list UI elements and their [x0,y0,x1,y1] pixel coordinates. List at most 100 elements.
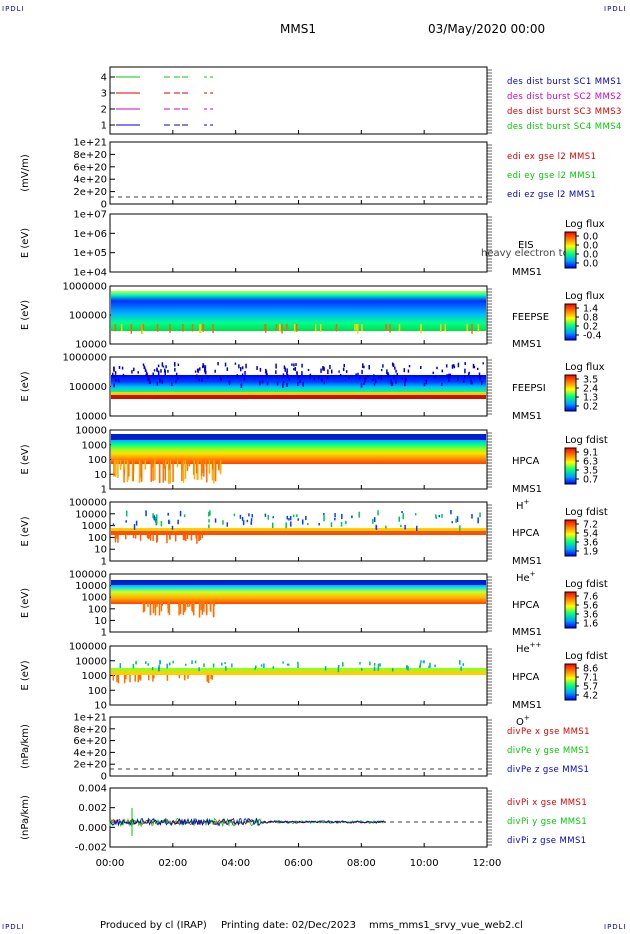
hpca-he-noise [351,515,353,519]
colorbar-tick-label: 0.0 [583,241,598,252]
feepsi-noise [481,380,483,385]
feepsi-noise [479,376,481,379]
hpca-o-streak [129,675,131,683]
hpca-he-noise [318,522,320,526]
colorbar-tick-label: 5.6 [583,601,598,612]
feepsi-noise [449,373,452,377]
feepsi-noise [391,362,394,366]
feepse-spike [141,324,144,334]
feepsi-noise [363,365,365,369]
feepse-spike [314,324,317,332]
hpca-he-streak [168,535,171,540]
feepsi-noise [143,366,146,370]
legend-entry: divPi x gse MMS1 [507,798,587,808]
feepsi-noise [297,381,299,386]
y-tick-label: 1e+06 [73,229,107,240]
hpca-h-streak [213,460,215,484]
hpca-o-noise [297,661,299,665]
y-tick-label: 1e+21 [73,713,107,724]
hpca-he-noise [459,525,461,532]
feepsi-noise [321,377,323,382]
hpca-he-streak [174,535,177,542]
hpca-hepp-streak [191,602,193,611]
y-tick-label: 1e+21 [73,138,107,149]
hpca-he-streak [183,535,186,541]
hpca-o-noise [373,662,376,666]
feepsi-noise [164,368,166,373]
spacecraft-label: MMS1 [512,484,542,495]
hpca-hepp-streak [187,602,189,608]
y-tick-label: 3 [101,89,107,100]
colorbar-tick-label: 9.1 [583,448,598,459]
feepse-spike [156,324,159,332]
y-tick-label: 1000000 [62,353,107,364]
feepsi-noise [286,382,288,387]
feepsi-noise [204,368,207,374]
hpca-o-noise [203,663,205,667]
feepsi-noise [148,379,151,384]
feepse-spike [279,324,281,332]
y-tick-label: 1 [101,628,107,639]
colorbar-tick-label: 5.7 [583,682,598,693]
feepsi-noise [291,363,293,366]
feepsi-noise [171,382,173,387]
feepsi-noise [299,379,301,383]
feepsi-noise [471,381,473,385]
hpca-he-noise [242,520,245,526]
feepsi-noise [282,381,285,384]
feepsi-noise [174,362,176,367]
colorbar-tick-label: 7.1 [583,673,598,684]
hpca-he-noise [250,521,253,525]
hpca-o-noise [172,660,174,664]
hpca-h-streak [188,460,191,467]
hpca-o-noise [419,665,421,668]
feepse-spike [420,324,422,334]
hpca-h-streak [140,460,143,482]
hpca-h-streak [186,460,189,471]
hpca-h-streak [113,460,115,477]
hpca-hepp-streak [200,602,202,611]
feepse-spike [477,324,480,332]
hpca-hepp-streak [149,602,152,616]
y-tick-label: 10000 [75,426,107,437]
y-axis-label: E (eV) [20,371,31,401]
feepsi-noise [374,378,377,384]
feepsi-noise [240,383,243,388]
feepsi-noise [391,382,394,386]
feepse-spike [471,324,473,334]
colorbar-tick-label: 3.5 [583,466,598,477]
feepsi-noise [322,366,324,371]
y-tick-label: 10 [94,470,107,481]
feepsi-noise [293,363,295,367]
feepsi-noise [451,364,454,369]
feepsi-noise [142,363,145,367]
feepsi-noise [207,375,209,379]
hpca-he-noise [289,515,292,521]
y-tick-label: 10 [94,545,107,556]
hpca-o-noise [212,663,215,668]
y-tick-label: 0.002 [78,803,107,814]
feepse-spike [275,324,278,331]
feepsi-noise [361,369,363,375]
hpca-o-streak [187,675,189,679]
hpca-o-streak [152,675,154,682]
legend-entry: des dist burst SC2 MMS2 [507,92,622,102]
feepsi-noise [226,375,229,378]
hpca-h-streak [211,460,214,470]
hpca-he-noise [160,521,163,527]
hpca-o-noise [459,660,461,665]
feepsi-noise [363,382,365,385]
colorbar-tick-label: 3.5 [583,375,598,386]
feepsi-noise [275,363,277,369]
feepsi-noise [146,372,148,375]
feepsi-noise [288,377,290,381]
feepse-spike [354,324,356,331]
hpca-he-noise [179,510,182,517]
feepsi-noise [407,369,410,373]
feepsi-noise [259,367,262,372]
hpca-hepp-streak [161,602,164,607]
footer-producer: Produced by cl (IRAP) [100,920,207,931]
feepsi-noise [266,372,268,378]
hpca-h-streak [181,460,183,481]
hpca-he-noise [414,513,417,516]
